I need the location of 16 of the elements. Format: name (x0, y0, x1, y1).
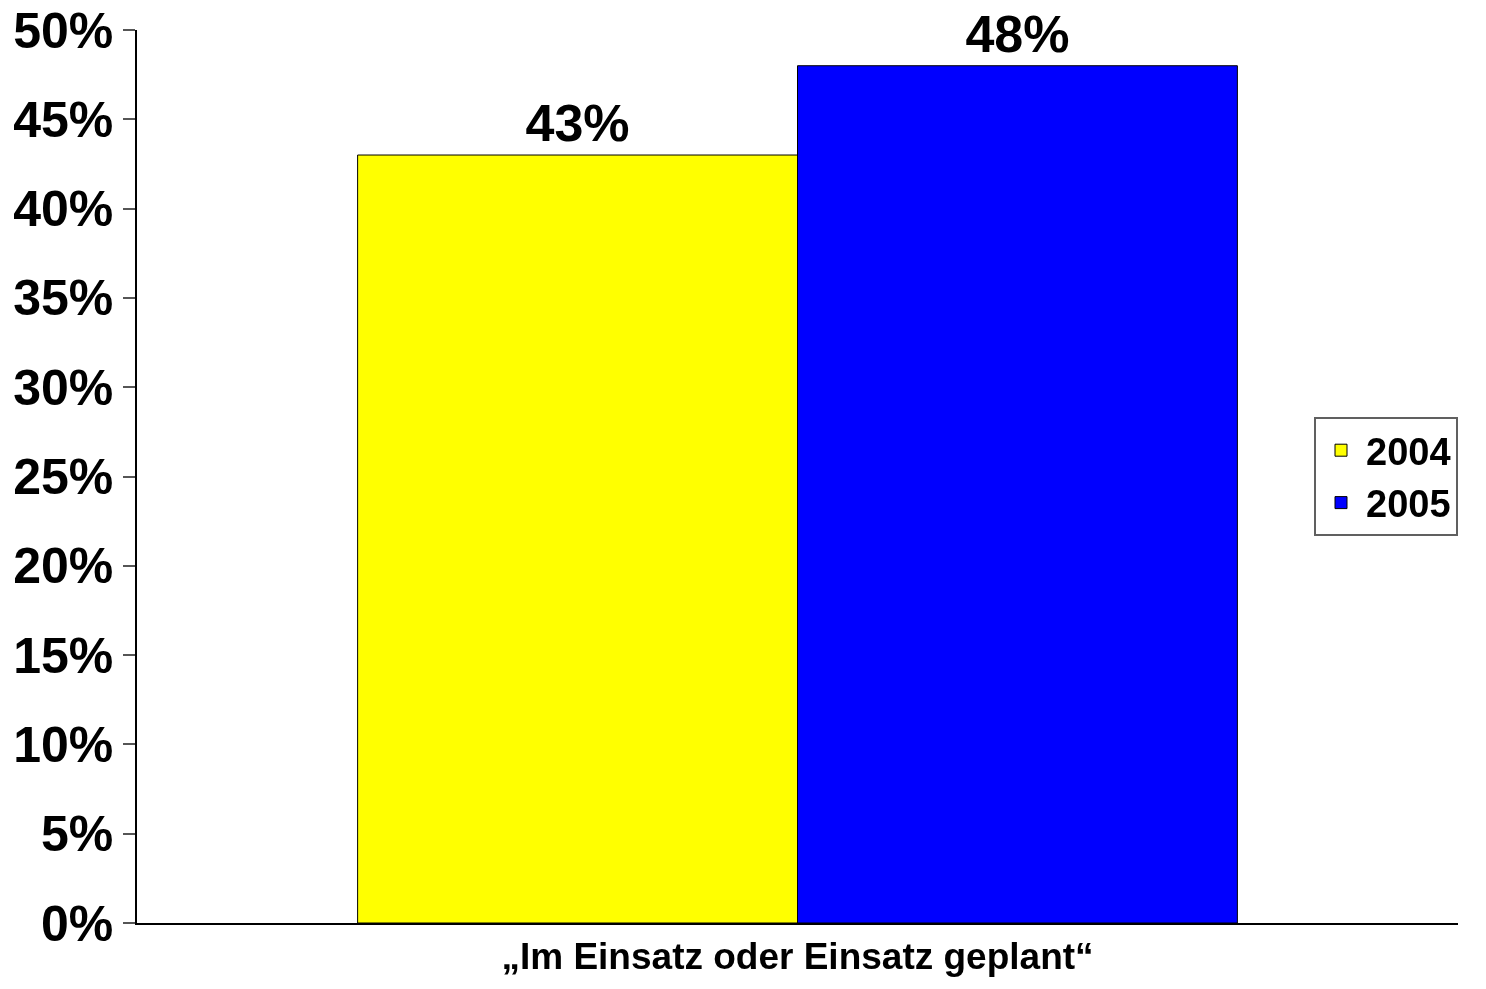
legend-label: 2004 (1366, 431, 1451, 474)
y-tick-label: 45% (13, 91, 114, 148)
y-tick-label: 20% (13, 538, 114, 595)
y-tick-label: 5% (40, 806, 114, 863)
y-tick-label: 50% (13, 2, 114, 59)
y-tick-label: 15% (13, 627, 114, 684)
y-tick-label: 30% (13, 359, 114, 416)
data-label: 48% (965, 4, 1070, 63)
y-tick-label: 35% (13, 270, 114, 327)
y-tick-label: 25% (13, 449, 114, 505)
y-tick-label: 40% (13, 181, 114, 238)
data-label: 43% (525, 94, 630, 153)
x-tick-label: „Im Einsatz oder Einsatz geplant“ (501, 936, 1094, 978)
legend-label: 2005 (1366, 483, 1451, 526)
y-tick-label: 10% (13, 716, 114, 773)
y-tick-label: 0% (40, 895, 114, 952)
